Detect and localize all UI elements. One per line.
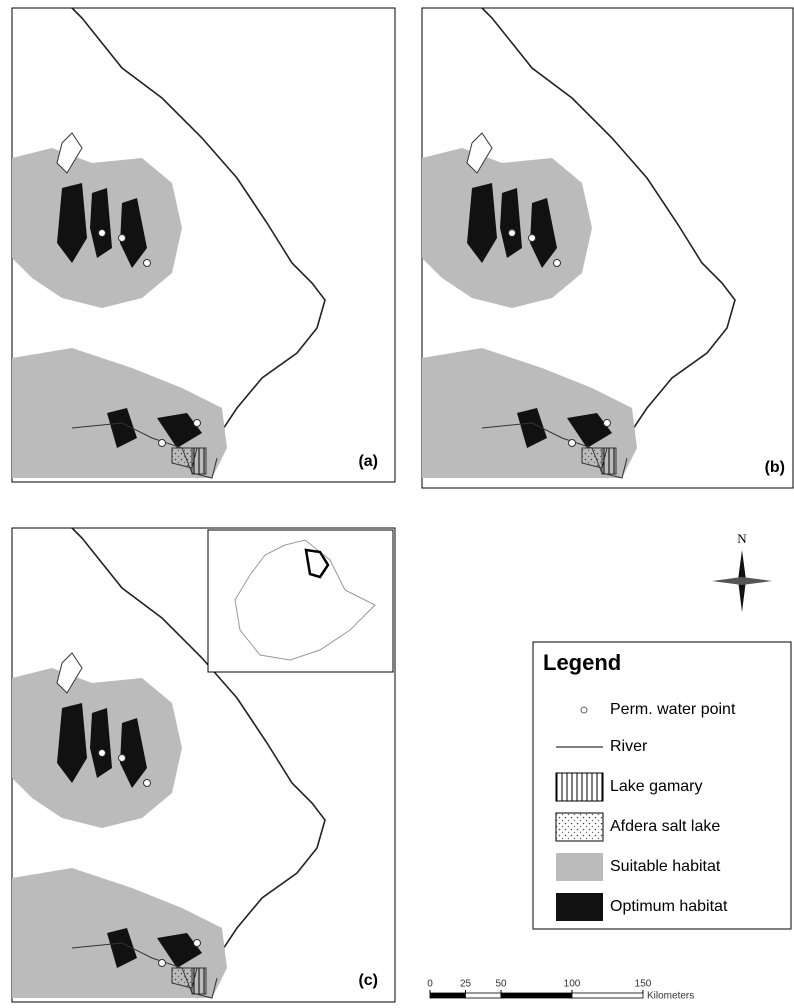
panel-b: (b): [422, 8, 793, 488]
scale-label: 50: [495, 979, 507, 990]
panel-c: (c): [12, 528, 395, 1002]
panel-label: (c): [358, 972, 378, 989]
panel-a: (a): [12, 8, 395, 482]
scale-segment: [430, 993, 466, 998]
legend-entry: Perm. water point: [610, 701, 736, 718]
icon: [556, 773, 603, 801]
icon: [556, 813, 603, 841]
panel-label: (b): [765, 459, 785, 476]
scale-segment: [572, 993, 643, 998]
legend-entry: Lake gamary: [610, 778, 703, 795]
scale-label: 100: [564, 979, 581, 990]
inset-frame: [208, 530, 393, 672]
scale-segment: [501, 993, 572, 998]
north-arrow: N: [712, 531, 772, 612]
legend: Legend Perm. water point River Lake gama…: [533, 642, 791, 929]
legend-entry: River: [610, 738, 648, 755]
north-label: N: [737, 531, 747, 546]
legend-title: Legend: [543, 650, 621, 675]
scale-unit: Kilometers: [647, 991, 694, 1002]
legend-entry: Optimum habitat: [610, 898, 728, 915]
scale-label: 25: [460, 979, 472, 990]
legend-entry: Suitable habitat: [610, 858, 721, 875]
scale-segment: [466, 993, 502, 998]
arrow: [712, 577, 772, 585]
panel-label: (a): [358, 453, 378, 470]
icon: [556, 853, 603, 881]
icon: [556, 893, 603, 921]
figure: (a) (b) (c) N Legend Perm. water point R…: [0, 0, 794, 1003]
scale-label: 0: [427, 979, 433, 990]
scale-label: 150: [635, 979, 652, 990]
legend-entry: Afdera salt lake: [610, 818, 720, 835]
icon: [581, 707, 587, 713]
